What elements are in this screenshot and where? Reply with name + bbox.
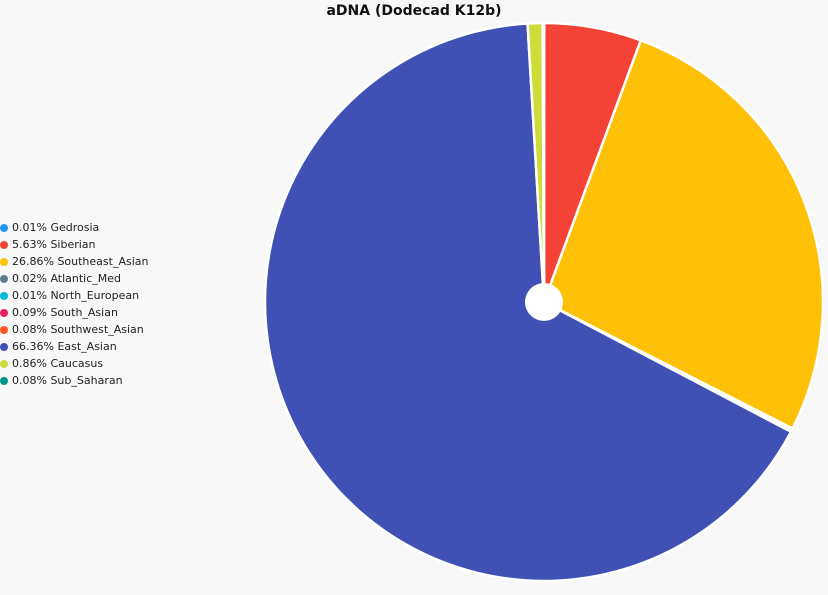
legend-swatch <box>0 291 8 300</box>
legend-label: 0.02% Atlantic_Med <box>12 272 122 285</box>
legend-label: 66.36% East_Asian <box>12 340 117 353</box>
chart-title: aDNA (Dodecad K12b) <box>326 3 502 19</box>
legend-item-east-asian: 66.36% East_Asian <box>0 338 149 355</box>
legend-item-gedrosia: 0.01% Gedrosia <box>0 219 149 236</box>
legend: 0.01% Gedrosia 5.63% Siberian 26.86% South… <box>0 219 149 389</box>
legend-item-south-asian: 0.09% South_Asian <box>0 304 149 321</box>
legend-item-north-european: 0.01% North_European <box>0 287 149 304</box>
legend-label: 0.01% North_European <box>12 289 140 302</box>
legend-swatch <box>0 274 8 283</box>
legend-label: 5.63% Siberian <box>12 238 96 251</box>
legend-swatch <box>0 342 8 351</box>
legend-item-sub-saharan: 0.08% Sub_Saharan <box>0 372 149 389</box>
legend-label: 0.09% South_Asian <box>12 306 118 319</box>
legend-item-southeast-asian: 26.86% Southeast_Asian <box>0 253 149 270</box>
legend-item-atlantic-med: 0.02% Atlantic_Med <box>0 270 149 287</box>
legend-label: 0.08% Southwest_Asian <box>12 323 144 336</box>
legend-swatch <box>0 325 8 334</box>
pie-slice-southeast-asian[interactable] <box>542 39 825 430</box>
legend-item-southwest-asian: 0.08% Southwest_Asian <box>0 321 149 338</box>
legend-swatch <box>0 240 8 249</box>
legend-label: 0.01% Gedrosia <box>12 221 100 234</box>
legend-label: 0.08% Sub_Saharan <box>12 374 123 387</box>
legend-label: 26.86% Southeast_Asian <box>12 255 149 268</box>
legend-swatch <box>0 359 8 368</box>
legend-swatch <box>0 376 8 385</box>
pie-center-hole <box>525 283 563 321</box>
legend-item-siberian: 5.63% Siberian <box>0 236 149 253</box>
legend-label: 0.86% Caucasus <box>12 357 104 370</box>
legend-swatch <box>0 223 8 232</box>
legend-item-caucasus: 0.86% Caucasus <box>0 355 149 372</box>
pie-slice-sub-saharan[interactable] <box>541 21 546 304</box>
legend-swatch <box>0 308 8 317</box>
legend-swatch <box>0 257 8 266</box>
